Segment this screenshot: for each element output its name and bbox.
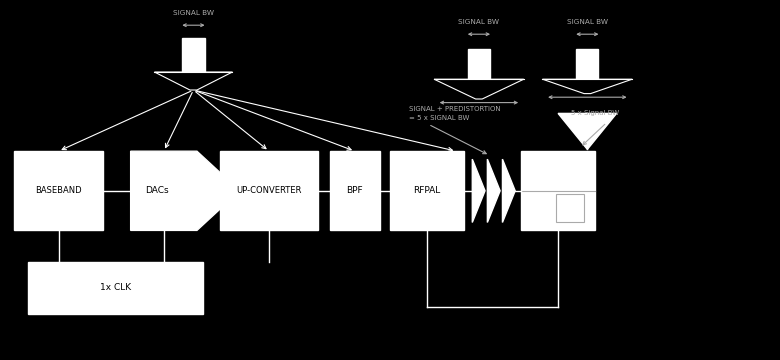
Text: RFPAL: RFPAL [413, 186, 440, 195]
Polygon shape [154, 72, 232, 90]
Text: SIGNAL BW: SIGNAL BW [567, 19, 608, 24]
Polygon shape [502, 159, 515, 222]
Polygon shape [434, 79, 524, 99]
Polygon shape [130, 151, 240, 230]
Polygon shape [488, 159, 500, 222]
Text: BPF: BPF [346, 186, 363, 195]
FancyBboxPatch shape [390, 151, 463, 230]
Polygon shape [543, 79, 633, 94]
FancyBboxPatch shape [521, 151, 594, 230]
FancyBboxPatch shape [468, 49, 490, 79]
FancyBboxPatch shape [13, 151, 103, 230]
FancyBboxPatch shape [329, 151, 381, 230]
FancyBboxPatch shape [27, 262, 203, 314]
FancyBboxPatch shape [556, 194, 584, 222]
FancyBboxPatch shape [182, 38, 205, 72]
Text: 5 x Signal BW: 5 x Signal BW [571, 111, 619, 116]
Text: SIGNAL BW: SIGNAL BW [459, 19, 499, 24]
Polygon shape [558, 113, 617, 149]
Text: SIGNAL BW: SIGNAL BW [173, 10, 214, 15]
FancyBboxPatch shape [220, 151, 318, 230]
Polygon shape [473, 159, 485, 222]
Text: BASEBAND: BASEBAND [35, 186, 82, 195]
Text: UP-CONVERTER: UP-CONVERTER [236, 186, 302, 195]
FancyBboxPatch shape [576, 49, 598, 79]
Text: 1x CLK: 1x CLK [100, 284, 131, 292]
Text: SIGNAL + PREDISTORTION
= 5 x SIGNAL BW: SIGNAL + PREDISTORTION = 5 x SIGNAL BW [409, 106, 500, 121]
Text: DACs: DACs [145, 186, 168, 195]
